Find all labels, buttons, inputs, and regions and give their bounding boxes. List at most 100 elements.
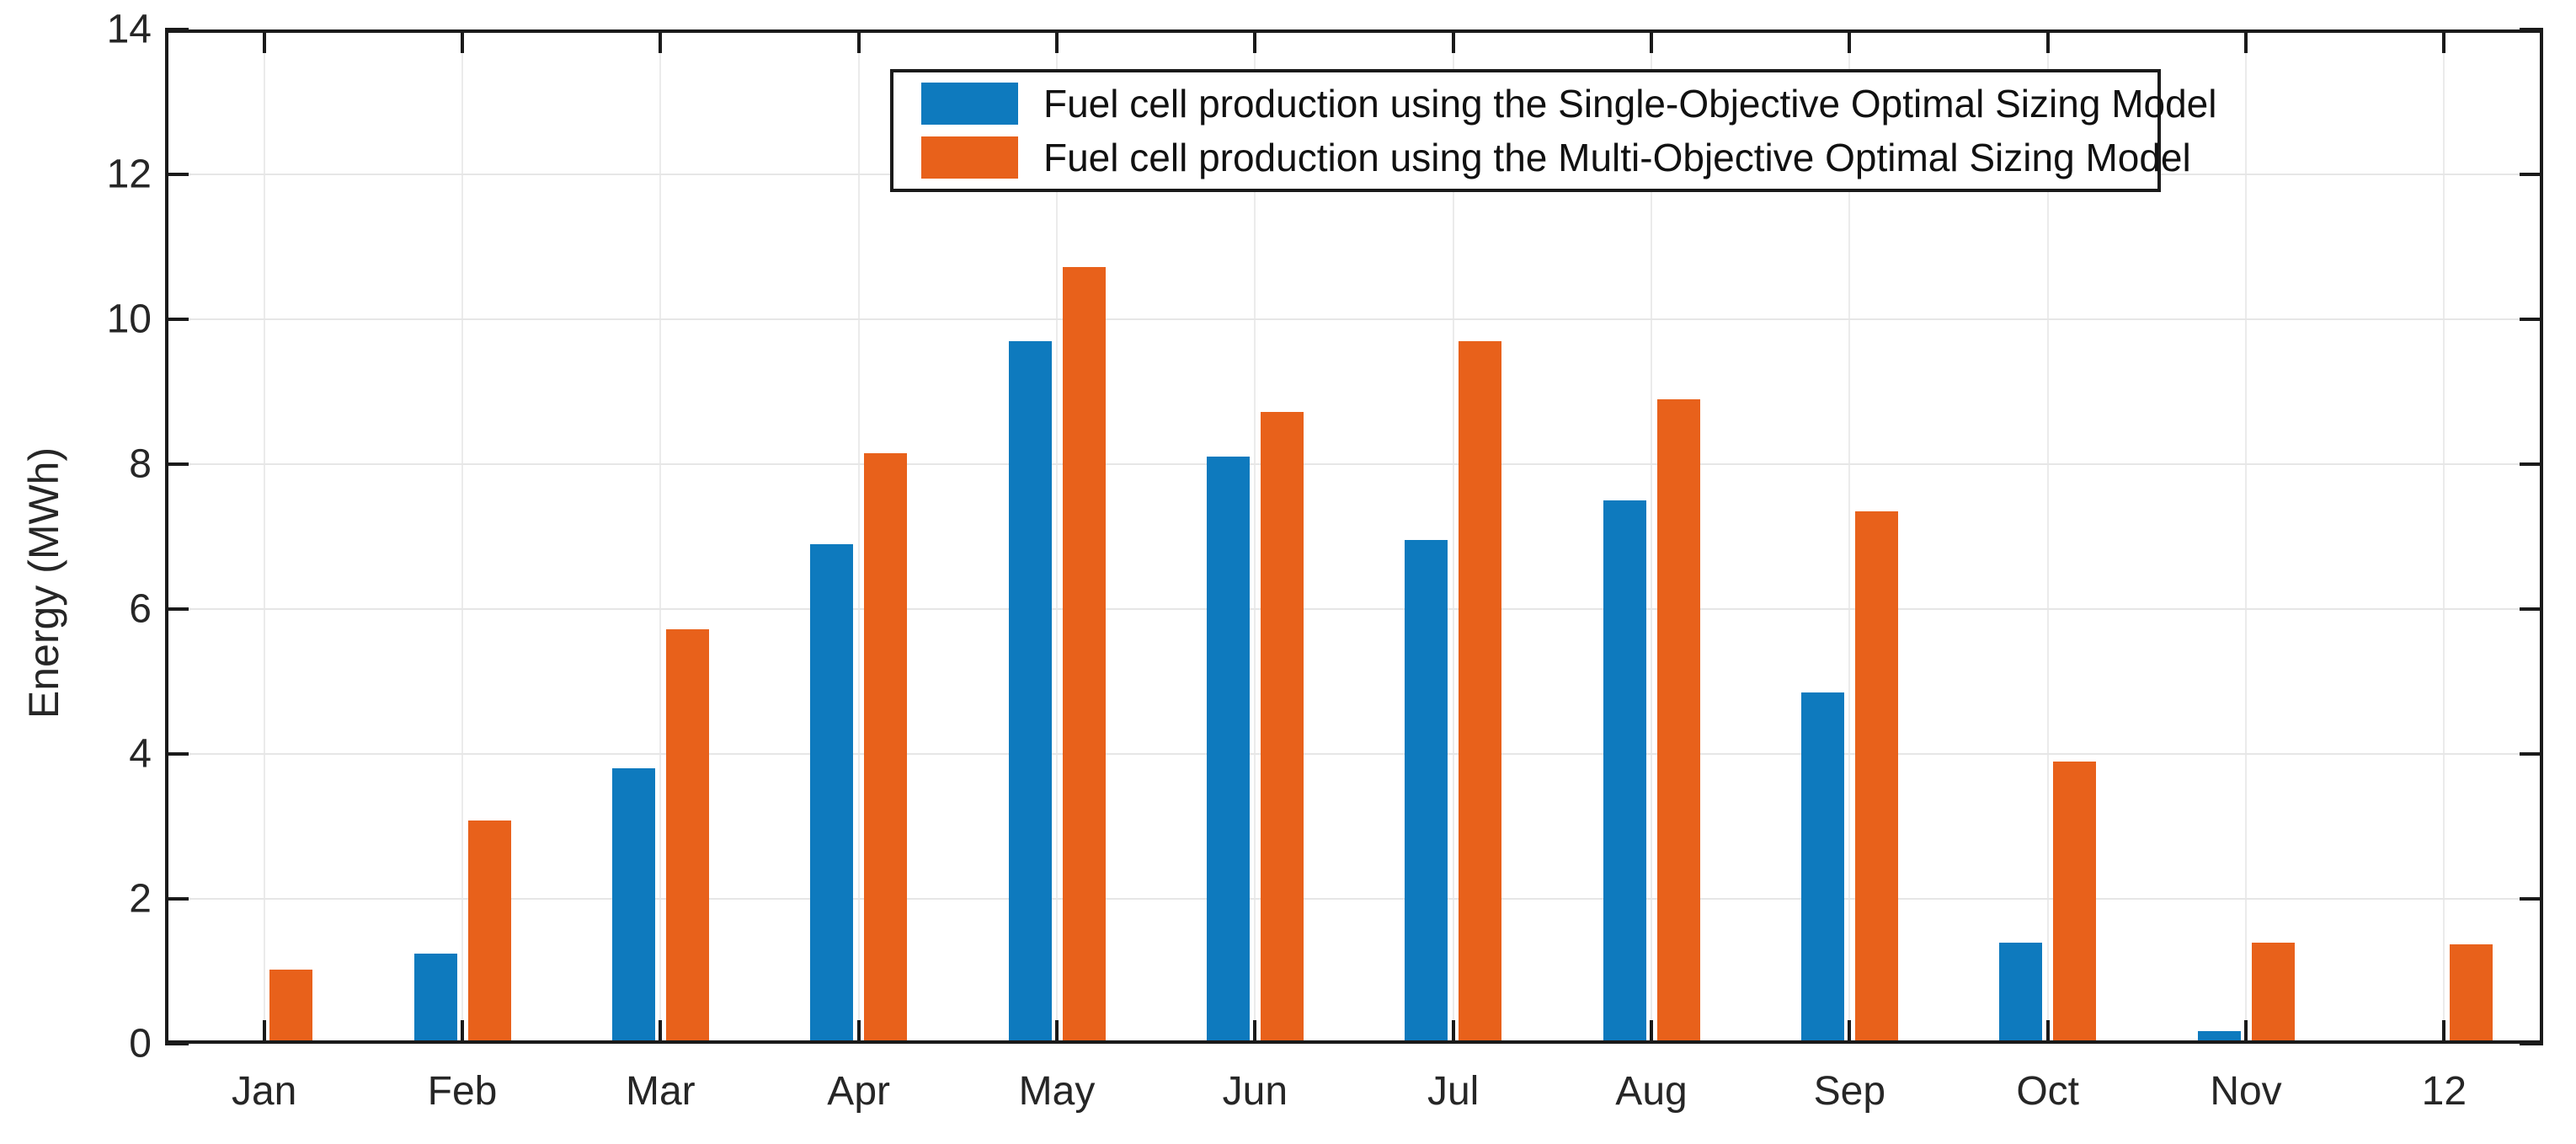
y-tick-mark bbox=[165, 1042, 189, 1045]
bar-multi-objective bbox=[2053, 761, 2097, 1044]
horizontal-gridline bbox=[165, 318, 2543, 320]
vertical-gridline bbox=[659, 29, 662, 1044]
legend: Fuel cell production using the Single-Ob… bbox=[890, 69, 2216, 192]
x-tick-mark bbox=[1848, 1020, 1852, 1044]
bar-single-objective bbox=[1008, 340, 1052, 1044]
bar-multi-objective bbox=[1062, 267, 1106, 1044]
x-tick-mark bbox=[2045, 1020, 2050, 1044]
x-tick-label: Feb bbox=[427, 1069, 498, 1114]
x-tick-mark bbox=[1650, 1020, 1653, 1044]
y-tick-label: 6 bbox=[129, 586, 152, 632]
vertical-gridline bbox=[857, 29, 860, 1044]
y-tick-label: 0 bbox=[129, 1021, 152, 1066]
x-tick-mark bbox=[262, 29, 266, 53]
x-tick-mark bbox=[1055, 29, 1059, 53]
legend-swatch-icon bbox=[921, 83, 1018, 125]
y-tick-mark bbox=[2520, 28, 2543, 31]
y-tick-mark bbox=[2520, 897, 2543, 901]
y-tick-label: 12 bbox=[106, 152, 152, 197]
x-tick-label: Oct bbox=[2016, 1069, 2079, 1114]
y-tick-label: 2 bbox=[129, 876, 152, 922]
vertical-gridline bbox=[2046, 29, 2049, 1044]
legend-item: Fuel cell production using the Multi-Obj… bbox=[893, 135, 2191, 180]
x-tick-mark bbox=[1451, 1020, 1455, 1044]
legend-swatch-icon bbox=[921, 136, 1018, 179]
bar-multi-objective bbox=[1260, 412, 1304, 1044]
vertical-gridline bbox=[1056, 29, 1058, 1044]
vertical-gridline bbox=[2443, 29, 2445, 1044]
y-tick-label: 4 bbox=[129, 731, 152, 777]
bar-single-objective bbox=[1999, 942, 2043, 1044]
x-tick-mark bbox=[1253, 1020, 1257, 1044]
x-tick-mark bbox=[1253, 29, 1257, 53]
y-tick-mark bbox=[2520, 1042, 2543, 1045]
bar-multi-objective bbox=[2251, 942, 2295, 1044]
y-tick-mark bbox=[165, 318, 189, 321]
vertical-gridline bbox=[263, 29, 265, 1044]
x-tick-label: Apr bbox=[827, 1069, 891, 1114]
x-tick-mark bbox=[262, 1020, 266, 1044]
bar-multi-objective bbox=[269, 970, 313, 1044]
x-tick-label: Mar bbox=[625, 1069, 696, 1114]
y-tick-mark bbox=[165, 28, 189, 31]
vertical-gridline bbox=[1848, 29, 1851, 1044]
y-tick-mark bbox=[2520, 318, 2543, 321]
y-tick-label: 14 bbox=[106, 7, 152, 52]
y-tick-mark bbox=[165, 897, 189, 901]
legend-label: Fuel cell production using the Multi-Obj… bbox=[1043, 136, 2191, 179]
bar-multi-objective bbox=[864, 453, 908, 1044]
legend-item: Fuel cell production using the Single-Ob… bbox=[893, 81, 2216, 126]
bar-single-objective bbox=[810, 543, 854, 1044]
x-tick-mark bbox=[1650, 29, 1653, 53]
plot-axes-box bbox=[165, 29, 2543, 1044]
y-tick-mark bbox=[2520, 462, 2543, 466]
vertical-gridline bbox=[1254, 29, 1256, 1044]
bar-single-objective bbox=[1800, 692, 1844, 1044]
bar-multi-objective bbox=[467, 821, 511, 1044]
x-tick-mark bbox=[1055, 1020, 1059, 1044]
bar-multi-objective bbox=[1854, 511, 1898, 1044]
y-tick-mark bbox=[165, 462, 189, 466]
x-tick-label: Aug bbox=[1615, 1069, 1688, 1114]
x-tick-label: Jan bbox=[231, 1069, 297, 1114]
x-tick-mark bbox=[2442, 29, 2446, 53]
x-tick-label: 12 bbox=[2421, 1069, 2467, 1114]
bar-single-objective bbox=[1405, 540, 1448, 1044]
bar-single-objective bbox=[1603, 500, 1646, 1044]
y-tick-mark bbox=[2520, 607, 2543, 611]
vertical-gridline bbox=[1452, 29, 1454, 1044]
bar-multi-objective bbox=[1656, 398, 1700, 1044]
x-tick-mark bbox=[1848, 29, 1852, 53]
x-tick-mark bbox=[856, 29, 861, 53]
x-tick-mark bbox=[2045, 29, 2050, 53]
horizontal-gridline bbox=[165, 608, 2543, 610]
x-tick-label: Jul bbox=[1427, 1069, 1480, 1114]
bar-single-objective bbox=[413, 953, 457, 1044]
x-tick-mark bbox=[2442, 1020, 2446, 1044]
y-tick-label: 10 bbox=[106, 297, 152, 342]
vertical-gridline bbox=[1651, 29, 1652, 1044]
bar-multi-objective bbox=[2449, 944, 2493, 1044]
x-tick-label: Jun bbox=[1222, 1069, 1288, 1114]
y-tick-mark bbox=[2520, 752, 2543, 756]
bar-multi-objective bbox=[1459, 340, 1502, 1044]
x-tick-mark bbox=[659, 1020, 663, 1044]
y-tick-mark bbox=[165, 752, 189, 756]
bar-multi-objective bbox=[665, 629, 709, 1044]
x-tick-mark bbox=[2244, 29, 2248, 53]
x-tick-mark bbox=[461, 29, 464, 53]
y-tick-mark bbox=[165, 173, 189, 176]
x-tick-label: May bbox=[1018, 1069, 1096, 1114]
y-axis-title: Energy (MWh) bbox=[20, 446, 67, 719]
x-tick-mark bbox=[659, 29, 663, 53]
y-tick-mark bbox=[165, 607, 189, 611]
horizontal-gridline bbox=[165, 898, 2543, 900]
vertical-gridline bbox=[461, 29, 463, 1044]
x-tick-mark bbox=[2244, 1020, 2248, 1044]
y-tick-label: 8 bbox=[129, 441, 152, 487]
x-tick-label: Sep bbox=[1813, 1069, 1886, 1114]
vertical-gridline bbox=[2245, 29, 2247, 1044]
y-tick-mark bbox=[2520, 173, 2543, 176]
bar-single-objective bbox=[1206, 457, 1250, 1044]
